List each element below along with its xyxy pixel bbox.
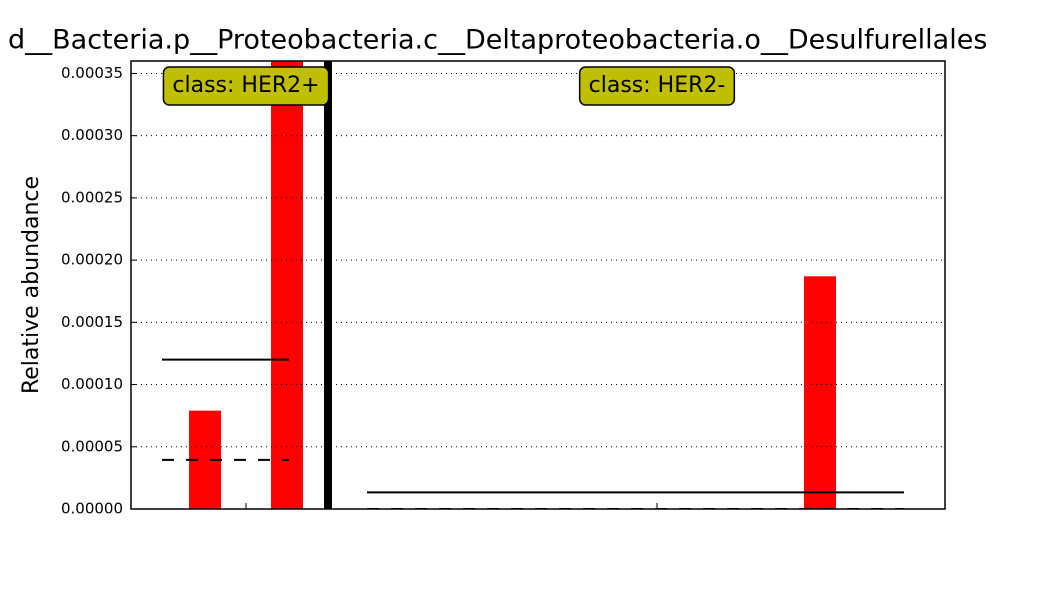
y-tick-label: 0.00030 [61,126,123,144]
y-axis-label: Relative abundance [19,176,44,394]
chart-title: d__Bacteria.p__Proteobacteria.c__Deltapr… [8,25,987,56]
y-tick-label: 0.00005 [61,437,123,455]
class-label: class: HER2- [589,73,726,98]
class-label: class: HER2+ [172,73,319,98]
y-tick-label: 0.00035 [61,64,123,82]
y-tick-label: 0.00010 [61,375,123,393]
y-tick-label: 0.00000 [61,500,123,518]
y-tick-label: 0.00015 [61,313,123,331]
y-tick-label: 0.00025 [61,188,123,206]
y-tick-label: 0.00020 [61,251,123,269]
class-label-box [578,66,736,106]
class-label-box [162,66,330,106]
bar [804,276,836,509]
plot-frame [130,60,946,510]
